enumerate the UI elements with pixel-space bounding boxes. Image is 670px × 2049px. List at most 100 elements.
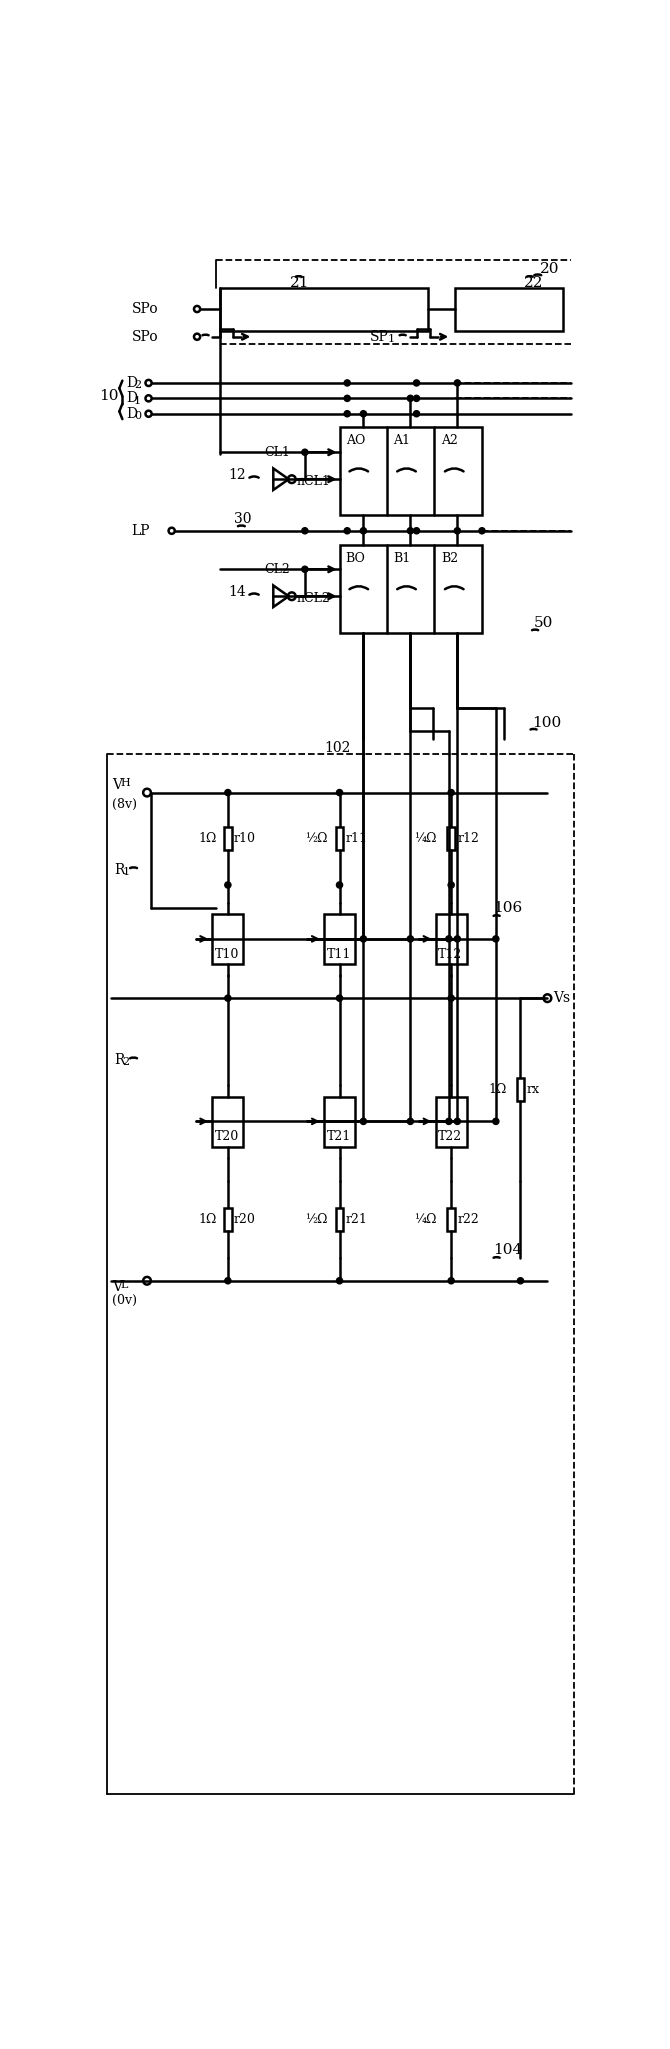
Circle shape xyxy=(225,789,231,795)
Text: D: D xyxy=(126,391,137,406)
Circle shape xyxy=(454,529,460,535)
Circle shape xyxy=(336,881,342,887)
Circle shape xyxy=(344,529,350,535)
Circle shape xyxy=(448,881,454,887)
Text: SP: SP xyxy=(371,330,389,344)
Bar xyxy=(336,1207,343,1231)
Circle shape xyxy=(360,1119,366,1125)
Text: CL2: CL2 xyxy=(264,563,290,576)
Bar xyxy=(455,289,563,330)
Text: 20: 20 xyxy=(540,262,559,277)
Text: (8v): (8v) xyxy=(113,797,137,811)
Text: 10: 10 xyxy=(99,389,119,404)
Circle shape xyxy=(413,395,419,402)
Circle shape xyxy=(413,410,419,416)
Text: LP: LP xyxy=(131,525,150,537)
Circle shape xyxy=(360,936,366,943)
Bar xyxy=(224,1207,232,1231)
Circle shape xyxy=(413,529,419,535)
Text: 50: 50 xyxy=(533,617,553,631)
Text: T12: T12 xyxy=(438,949,462,961)
Circle shape xyxy=(492,936,499,943)
Circle shape xyxy=(360,529,366,535)
Text: 106: 106 xyxy=(494,902,523,916)
Bar xyxy=(340,426,482,516)
Circle shape xyxy=(454,379,460,385)
Text: SPo: SPo xyxy=(131,301,158,316)
Bar xyxy=(224,828,232,850)
Text: (0v): (0v) xyxy=(113,1293,137,1307)
Circle shape xyxy=(454,936,460,943)
Text: A1: A1 xyxy=(393,434,411,447)
Bar xyxy=(324,1096,355,1147)
Text: R: R xyxy=(115,1053,125,1068)
Text: 1Ω: 1Ω xyxy=(198,832,217,846)
Text: 2: 2 xyxy=(134,381,141,389)
Text: ½Ω: ½Ω xyxy=(305,832,328,846)
Text: Vs: Vs xyxy=(553,992,571,1006)
Bar xyxy=(436,1096,466,1147)
Text: r22: r22 xyxy=(458,1213,479,1225)
Bar xyxy=(336,828,343,850)
Circle shape xyxy=(492,1119,499,1125)
Circle shape xyxy=(344,410,350,416)
Text: ½Ω: ½Ω xyxy=(305,1213,328,1225)
Text: T21: T21 xyxy=(326,1131,350,1143)
Text: BO: BO xyxy=(346,551,366,566)
Text: r10: r10 xyxy=(234,832,256,846)
Text: SPo: SPo xyxy=(131,330,158,344)
Text: D: D xyxy=(126,375,137,389)
Text: 14: 14 xyxy=(228,586,246,600)
Text: 12: 12 xyxy=(228,469,245,482)
Circle shape xyxy=(407,529,413,535)
Circle shape xyxy=(448,996,454,1002)
Text: rx: rx xyxy=(527,1082,539,1096)
Text: 30: 30 xyxy=(234,512,251,527)
Circle shape xyxy=(336,789,342,795)
Circle shape xyxy=(302,529,308,535)
Text: AO: AO xyxy=(346,434,365,447)
Text: 1: 1 xyxy=(388,334,395,344)
Text: R: R xyxy=(115,863,125,877)
Text: T20: T20 xyxy=(215,1131,239,1143)
Circle shape xyxy=(517,1279,523,1285)
Bar xyxy=(220,289,428,330)
Text: 102: 102 xyxy=(324,742,350,754)
Text: ¼Ω: ¼Ω xyxy=(414,832,437,846)
Bar xyxy=(212,914,243,965)
Text: ¼Ω: ¼Ω xyxy=(414,1213,437,1225)
Circle shape xyxy=(360,410,366,416)
Text: B2: B2 xyxy=(441,551,458,566)
Circle shape xyxy=(336,1279,342,1285)
Text: B1: B1 xyxy=(393,551,411,566)
Circle shape xyxy=(448,789,454,795)
Text: 22: 22 xyxy=(525,277,544,289)
Text: nCL2: nCL2 xyxy=(296,592,330,604)
Text: D: D xyxy=(126,408,137,420)
Text: r11: r11 xyxy=(346,832,368,846)
Circle shape xyxy=(225,996,231,1002)
Text: 1: 1 xyxy=(134,395,141,406)
Bar xyxy=(448,828,455,850)
Text: r12: r12 xyxy=(458,832,479,846)
Text: V: V xyxy=(113,779,123,791)
Circle shape xyxy=(407,395,413,402)
Circle shape xyxy=(344,395,350,402)
Circle shape xyxy=(225,1279,231,1285)
Circle shape xyxy=(454,1119,460,1125)
Text: r20: r20 xyxy=(234,1213,256,1225)
Circle shape xyxy=(225,881,231,887)
Text: 1Ω: 1Ω xyxy=(198,1213,217,1225)
Circle shape xyxy=(407,936,413,943)
Circle shape xyxy=(446,1119,452,1125)
Text: T11: T11 xyxy=(326,949,351,961)
Bar xyxy=(517,1078,525,1100)
Circle shape xyxy=(479,529,485,535)
Text: 104: 104 xyxy=(494,1244,523,1256)
Circle shape xyxy=(448,1279,454,1285)
Circle shape xyxy=(413,379,419,385)
Bar xyxy=(340,545,482,633)
Circle shape xyxy=(407,1119,413,1125)
Circle shape xyxy=(302,449,308,455)
Text: 1: 1 xyxy=(123,867,129,877)
